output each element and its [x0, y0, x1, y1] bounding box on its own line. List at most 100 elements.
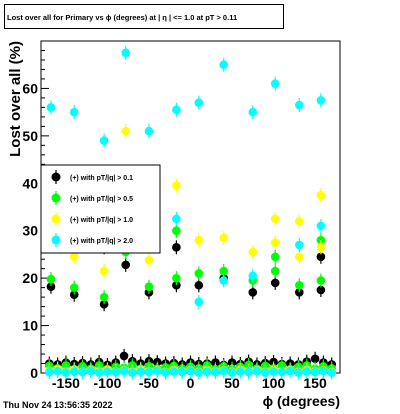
- x-tick-label: 50: [224, 375, 240, 391]
- data-point-series-1: [295, 288, 304, 297]
- data-point-series-3: [270, 238, 280, 247]
- data-point-series-4: [69, 367, 79, 376]
- data-point-series-3: [248, 247, 258, 257]
- data-point-series-4: [53, 366, 62, 376]
- data-point-series-4: [94, 368, 104, 377]
- data-point-series-2: [99, 292, 109, 302]
- data-point-series-4: [103, 367, 112, 376]
- data-point-series-4: [78, 367, 87, 377]
- data-point-series-4: [194, 368, 204, 377]
- data-point-series-4: [244, 367, 253, 377]
- data-point-series-3: [194, 235, 204, 245]
- data-point-series-2: [194, 269, 204, 278]
- data-point-series-4: [327, 368, 336, 377]
- y-tick-label: 20: [22, 270, 38, 286]
- data-point-series-2: [69, 283, 79, 292]
- data-point-series-4: [236, 367, 245, 376]
- data-point-series-2: [316, 276, 326, 285]
- x-axis-label: ϕ (degrees): [263, 393, 340, 409]
- data-point-series-4: [161, 368, 170, 377]
- data-point-series-3: [295, 252, 304, 262]
- data-point-series-3: [316, 190, 326, 200]
- x-tick-label: -150: [52, 375, 80, 391]
- x-tick-label: -100: [93, 375, 121, 391]
- data-point-series-4: [270, 79, 280, 88]
- data-point-series-4: [295, 240, 304, 250]
- data-point-series-1: [310, 354, 320, 364]
- data-point-series-4: [316, 221, 326, 231]
- data-point-series-1: [316, 285, 326, 295]
- data-point-series-4: [186, 366, 195, 376]
- data-point-series-4: [248, 107, 258, 117]
- data-point-series-4: [319, 366, 328, 376]
- data-point-series-4: [144, 126, 154, 136]
- data-point-series-4: [310, 367, 320, 377]
- data-point-series-4: [211, 367, 220, 377]
- timestamp: Thu Nov 24 13:56:35 2022: [3, 400, 113, 410]
- data-point-series-1: [316, 252, 326, 262]
- data-point-series-3: [99, 266, 109, 276]
- data-point-series-4: [61, 368, 71, 377]
- y-tick-label: 10: [22, 318, 38, 334]
- legend-entry: (+) with pT/|q| > 0.1: [70, 175, 133, 182]
- data-point-series-2: [270, 252, 280, 262]
- data-point-series-4: [172, 214, 181, 224]
- legend-entry: (+) with pT/|q| > 0.5: [70, 196, 133, 203]
- data-point-series-4: [46, 103, 56, 112]
- data-point-series-4: [285, 366, 295, 376]
- data-point-series-4: [252, 366, 262, 376]
- legend-box: [40, 164, 161, 254]
- data-point-series-4: [269, 367, 278, 376]
- x-tick-label: 100: [262, 375, 286, 391]
- data-point-series-3: [316, 243, 326, 252]
- data-point-series-4: [69, 107, 79, 117]
- x-tick-label: 0: [187, 375, 195, 391]
- data-point-series-4: [302, 367, 312, 376]
- data-point-series-4: [136, 367, 145, 376]
- data-point-series-2: [172, 226, 181, 236]
- data-point-series-4: [169, 367, 179, 376]
- y-tick-label: 0: [30, 365, 38, 381]
- y-tick-label: 30: [22, 223, 38, 239]
- data-point-series-1: [270, 278, 280, 288]
- y-axis-label: Lost over all (%): [7, 41, 24, 157]
- data-point-series-3: [172, 181, 181, 190]
- legend-entry: (+) with pT/|q| > 1.0: [70, 217, 133, 224]
- data-point-series-4: [194, 98, 204, 107]
- data-point-series-3: [270, 214, 280, 224]
- data-point-series-4: [177, 367, 187, 377]
- data-point-series-4: [316, 95, 326, 105]
- data-point-series-3: [144, 255, 154, 265]
- data-point-series-4: [219, 60, 229, 70]
- data-point-series-1: [99, 299, 109, 309]
- data-point-series-1: [172, 280, 181, 290]
- data-point-series-4: [45, 367, 54, 377]
- data-point-series-4: [121, 48, 131, 58]
- x-tick-label: -50: [139, 375, 159, 391]
- data-point-series-4: [294, 368, 303, 377]
- chart-title: Lost over all for Primary vs ϕ (degrees)…: [4, 4, 284, 29]
- data-point-series-4: [119, 366, 129, 376]
- data-point-series-1: [194, 280, 204, 290]
- data-point-series-4: [86, 366, 96, 376]
- data-point-series-4: [194, 297, 204, 307]
- data-point-series-2: [270, 266, 280, 276]
- data-point-series-3: [295, 216, 304, 226]
- data-point-series-4: [295, 100, 304, 110]
- data-point-series-4: [128, 368, 137, 377]
- data-point-series-4: [260, 368, 270, 377]
- legend-entry: (+) with pT/|q| > 2.0: [70, 238, 133, 245]
- data-point-series-4: [219, 276, 229, 285]
- data-point-series-2: [172, 273, 181, 283]
- data-point-series-2: [295, 280, 304, 290]
- data-point-series-3: [219, 233, 229, 243]
- data-point-series-1: [46, 282, 56, 291]
- data-point-series-4: [99, 136, 109, 145]
- data-point-series-4: [111, 367, 121, 377]
- data-point-series-2: [144, 282, 154, 291]
- data-point-series-1: [69, 290, 79, 300]
- y-tick-label: 50: [22, 128, 38, 144]
- data-point-series-4: [152, 366, 162, 376]
- y-tick-label: 40: [22, 175, 38, 191]
